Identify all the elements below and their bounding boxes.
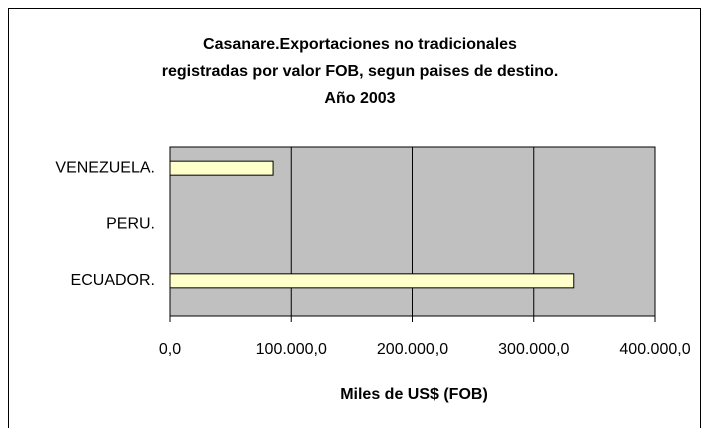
chart-title: Casanare.Exportaciones no tradicionales	[203, 36, 517, 53]
y-tick-label: VENEZUELA.	[55, 159, 155, 176]
y-tick-label: ECUADOR.	[71, 272, 155, 289]
x-tick-label: 100.000,0	[256, 341, 327, 358]
chart-title: Año 2003	[324, 90, 395, 107]
y-tick-label: PERU.	[106, 216, 155, 233]
x-tick-label: 200.000,0	[377, 341, 448, 358]
x-tick-label: 0,0	[159, 341, 181, 358]
x-tick-label: 400.000,0	[619, 341, 690, 358]
bar	[169, 160, 274, 176]
x-tick-label: 300.000,0	[498, 341, 569, 358]
bar	[169, 273, 575, 289]
chart-title: registradas por valor FOB, segun paises …	[162, 63, 559, 80]
x-axis-label: Miles de US$ (FOB)	[340, 386, 488, 403]
